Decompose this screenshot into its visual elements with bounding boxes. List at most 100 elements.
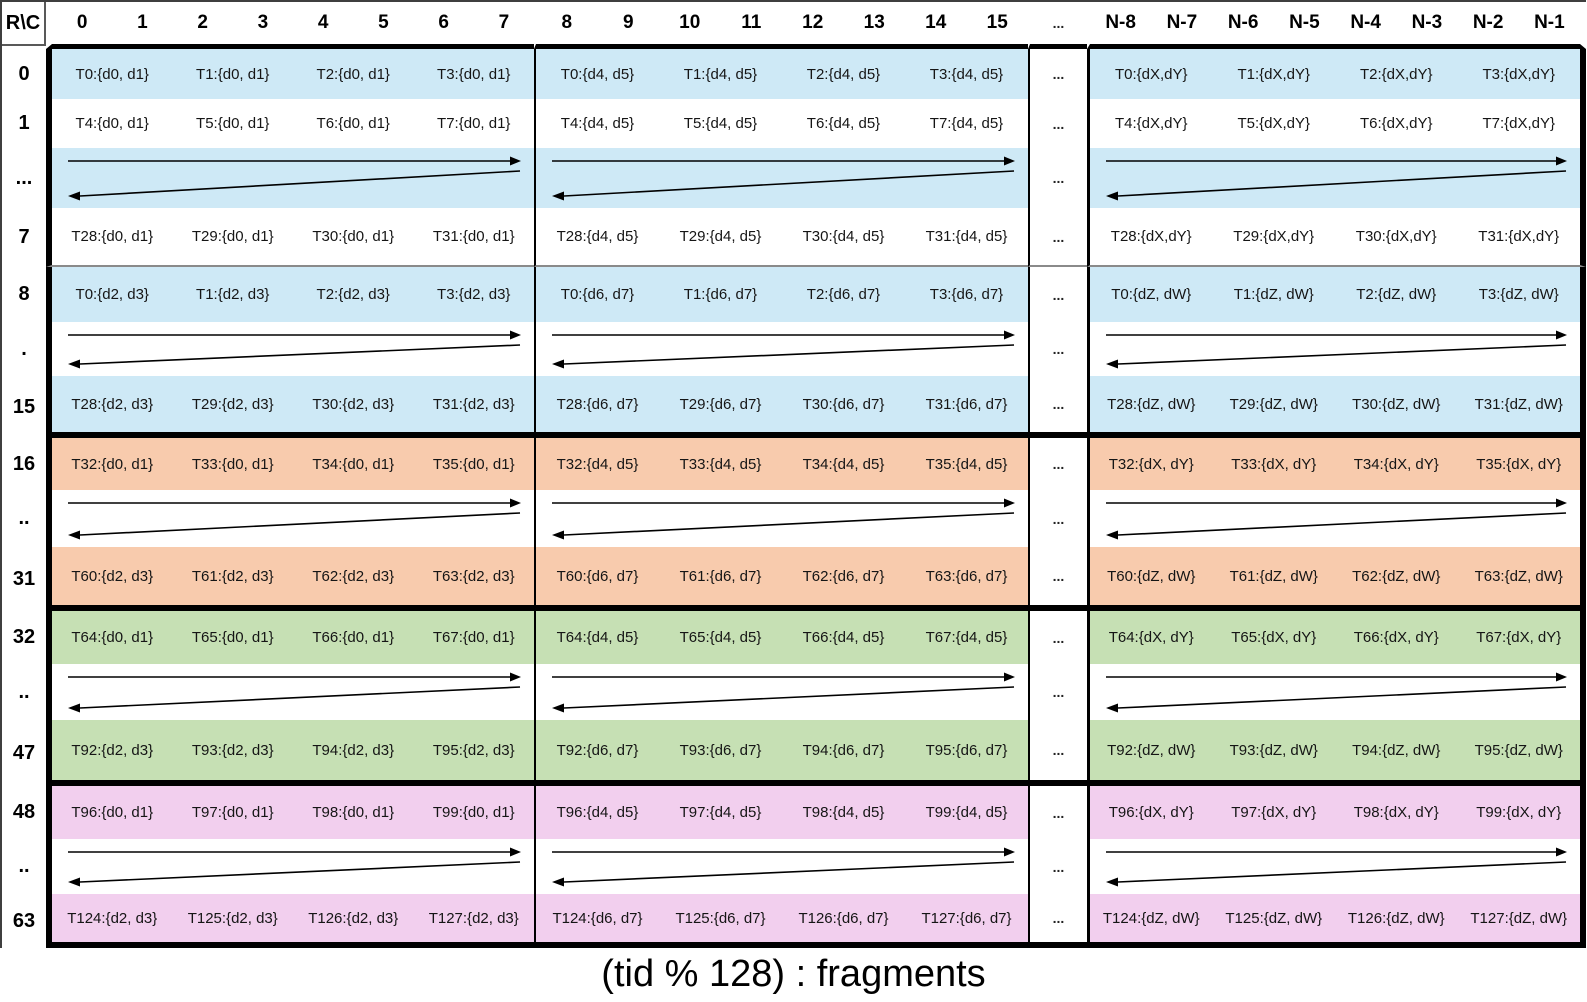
table-row: 0 T0:{d0, d1} T1:{d0, d1} T2:{d0, d1} T3:{d0… bbox=[2, 49, 1586, 99]
fragment-cell: T35:{dX, dY} bbox=[1476, 455, 1562, 473]
row-label: .. bbox=[2, 664, 46, 720]
fragment-cell: T31:{d6, d7} bbox=[925, 395, 1008, 413]
ellipsis-cell: ... bbox=[1028, 611, 1087, 664]
table-row: 16 T32:{d0, d1} T33:{d0, d1} T34:{d0, d1} T3… bbox=[2, 438, 1586, 490]
row-label: 8 bbox=[2, 267, 46, 322]
fragment-cell: T67:{d0, d1} bbox=[432, 629, 515, 646]
cell-block: T0:{dZ, dW} T1:{dZ, dW} T2:{dZ, dW} T3:{dZ,… bbox=[1087, 267, 1586, 322]
fragment-cell: T29:{d6, d7} bbox=[679, 395, 762, 413]
table-row: 31 T60:{d2, d3} T61:{d2, d3} T62:{d2, d3} T6… bbox=[2, 547, 1586, 611]
column-header: 4 bbox=[317, 12, 329, 33]
fragment-cell: T61:{dZ, dW} bbox=[1229, 567, 1318, 585]
column-header: 9 bbox=[622, 12, 634, 33]
cell-block: T4:{dX,dY} T5:{dX,dY} T6:{dX,dY} T7:{dX,dY} bbox=[1087, 99, 1586, 148]
fragment-cell: T98:{d0, d1} bbox=[312, 804, 395, 821]
fragment-cell: T125:{dZ, dW} bbox=[1225, 909, 1323, 927]
fragment-cell: T98:{d4, d5} bbox=[802, 804, 885, 821]
fragment-cell: T62:{d2, d3} bbox=[312, 567, 395, 585]
snake-arrow-icon bbox=[68, 847, 521, 887]
row-label: 31 bbox=[2, 547, 46, 611]
fragment-cell: T61:{d2, d3} bbox=[191, 567, 274, 585]
fragment-table: R\C 0 1 2 3 4 5 6 7 8 9 10 11 12 13 14 15... N-8 N-7 N-6 N-… bbox=[0, 0, 1586, 948]
arrow-block bbox=[1087, 322, 1586, 376]
row-label: 1 bbox=[2, 99, 46, 148]
fragment-cell: T126:{d2, d3} bbox=[308, 909, 399, 927]
fragment-cell: T5:{d4, d5} bbox=[683, 115, 758, 132]
fragment-cell: T3:{dZ, dW} bbox=[1478, 286, 1559, 303]
snake-arrow-icon bbox=[1106, 156, 1567, 201]
table-body: 0 T0:{d0, d1} T1:{d0, d1} T2:{d0, d1} T3:{d0… bbox=[2, 49, 1586, 948]
fragment-cell: T29:{d4, d5} bbox=[679, 228, 762, 245]
column-header: N-5 bbox=[1289, 12, 1320, 33]
cell-block: T96:{dX, dY} T97:{dX, dY} T98:{dX, dY} T99:… bbox=[1087, 786, 1586, 839]
fragment-cell: T3:{d6, d7} bbox=[929, 286, 1004, 303]
cell-block: T32:{d0, d1} T33:{d0, d1} T34:{d0, d1} T35:… bbox=[46, 438, 534, 490]
cell-block: T92:{dZ, dW} T93:{dZ, dW} T94:{dZ, dW} T95:… bbox=[1087, 720, 1586, 786]
fragment-cell: T30:{d4, d5} bbox=[802, 228, 885, 245]
fragment-cell: T127:{d6, d7} bbox=[921, 909, 1012, 927]
column-header: 15 bbox=[986, 12, 1008, 33]
cell-block: T28:{dX,dY} T29:{dX,dY} T30:{dX,dY} T31:{dX… bbox=[1087, 208, 1586, 267]
fragment-cell: T3:{d4, d5} bbox=[929, 65, 1004, 83]
cell-block: T92:{d6, d7} T93:{d6, d7} T94:{d6, d7} T95:… bbox=[534, 720, 1028, 786]
fragment-cell: T99:{d0, d1} bbox=[432, 804, 515, 821]
fragment-cell: T5:{d0, d1} bbox=[196, 115, 270, 132]
fragment-cell: T67:{d4, d5} bbox=[925, 629, 1008, 646]
row-label: 63 bbox=[2, 894, 46, 948]
fragment-cell: T6:{d4, d5} bbox=[806, 115, 881, 132]
fragment-cell: T33:{dX, dY} bbox=[1231, 455, 1317, 473]
table-row: 15 T28:{d2, d3} T29:{d2, d3} T30:{d2, d3} T3… bbox=[2, 376, 1586, 438]
fragment-cell: T31:{dX,dY} bbox=[1478, 228, 1560, 245]
fragment-cell: T61:{d6, d7} bbox=[679, 567, 762, 585]
fragment-cell: T66:{d4, d5} bbox=[802, 629, 885, 646]
fragment-cell: T31:{d0, d1} bbox=[432, 228, 515, 245]
fragment-cell: T29:{d0, d1} bbox=[191, 228, 274, 245]
snake-arrow-icon bbox=[552, 156, 1015, 201]
column-header: N-1 bbox=[1534, 12, 1565, 33]
arrow-block bbox=[1087, 839, 1586, 894]
cell-block: T124:{dZ, dW} T125:{dZ, dW} T126:{dZ, dW} T… bbox=[1087, 894, 1586, 948]
fragment-cell: T93:{d2, d3} bbox=[191, 741, 274, 759]
column-header: 1 bbox=[137, 12, 148, 33]
header-block-3: N-8 N-7 N-6 N-5 N-4 N-3 N-2 N-1 bbox=[1087, 2, 1586, 49]
snake-arrow-icon bbox=[1106, 330, 1567, 369]
snake-arrow-icon bbox=[1106, 847, 1567, 887]
fragment-cell: T2:{d0, d1} bbox=[316, 65, 390, 83]
arrow-block bbox=[534, 839, 1028, 894]
snake-arrow-icon bbox=[552, 847, 1015, 887]
arrow-block bbox=[534, 490, 1028, 547]
table-row: 48 T96:{d0, d1} T97:{d0, d1} T98:{d0, d1} T9… bbox=[2, 786, 1586, 839]
table-row: ...... bbox=[2, 148, 1586, 208]
ellipsis-cell: ... bbox=[1028, 839, 1087, 894]
cell-block: T124:{d6, d7} T125:{d6, d7} T126:{d6, d7} T… bbox=[534, 894, 1028, 948]
fragment-cell: T126:{dZ, dW} bbox=[1347, 909, 1445, 927]
fragment-cell: T93:{dZ, dW} bbox=[1229, 741, 1318, 759]
fragment-cell: T30:{dX,dY} bbox=[1355, 228, 1437, 245]
fragment-cell: T95:{dZ, dW} bbox=[1474, 741, 1563, 759]
fragment-cell: T0:{d4, d5} bbox=[560, 65, 635, 83]
cell-block: T28:{d2, d3} T29:{d2, d3} T30:{d2, d3} T31:… bbox=[46, 376, 534, 438]
column-header: 14 bbox=[925, 12, 947, 33]
snake-arrow-icon bbox=[552, 330, 1015, 369]
fragment-cell: T33:{d4, d5} bbox=[679, 455, 762, 473]
row-label: 15 bbox=[2, 376, 46, 438]
fragment-cell: T7:{dX,dY} bbox=[1482, 115, 1556, 132]
fragment-cell: T1:{dX,dY} bbox=[1237, 65, 1311, 83]
cell-block: T28:{d4, d5} T29:{d4, d5} T30:{d4, d5} T31:… bbox=[534, 208, 1028, 267]
column-header: 3 bbox=[257, 12, 269, 33]
ellipsis-cell: ... bbox=[1028, 148, 1087, 208]
fragment-cell: T30:{dZ, dW} bbox=[1352, 395, 1441, 413]
fragment-cell: T126:{d6, d7} bbox=[798, 909, 889, 927]
fragment-cell: T28:{dZ, dW} bbox=[1107, 395, 1196, 413]
fragment-cell: T6:{dX,dY} bbox=[1359, 115, 1433, 132]
cell-block: T64:{d4, d5} T65:{d4, d5} T66:{d4, d5} T67:… bbox=[534, 611, 1028, 664]
table-row: ..... bbox=[2, 664, 1586, 720]
header-block-2: 8 9 10 11 12 13 14 15 bbox=[534, 2, 1028, 49]
cell-block: T60:{dZ, dW} T61:{dZ, dW} T62:{dZ, dW} T63:… bbox=[1087, 547, 1586, 611]
fragment-cell: T5:{dX,dY} bbox=[1237, 115, 1311, 132]
fragment-cell: T1:{d6, d7} bbox=[683, 286, 758, 303]
ellipsis-cell: ... bbox=[1028, 490, 1087, 547]
fragment-cell: T28:{dX,dY} bbox=[1110, 228, 1192, 245]
cell-block: T4:{d4, d5} T5:{d4, d5} T6:{d4, d5} T7:{d4,… bbox=[534, 99, 1028, 148]
fragment-cell: T30:{d6, d7} bbox=[802, 395, 885, 413]
